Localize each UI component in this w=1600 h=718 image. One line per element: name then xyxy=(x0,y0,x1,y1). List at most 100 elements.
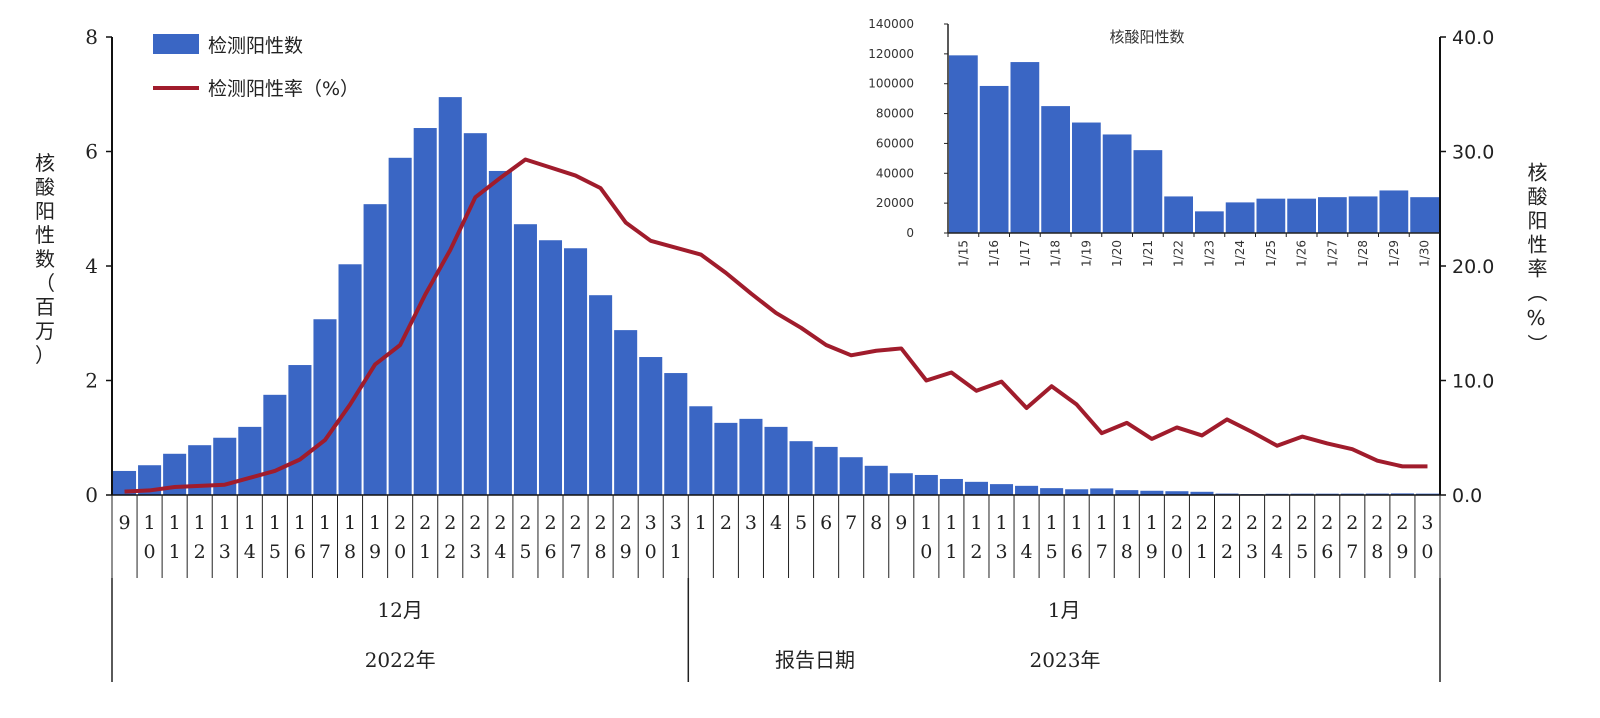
bar xyxy=(614,330,638,495)
main-line xyxy=(124,157,1428,494)
y2-tick-label: 0.0 xyxy=(1452,485,1482,507)
bar xyxy=(989,484,1014,495)
month-label: 1月 xyxy=(1048,598,1081,622)
inset-x-tick-label: 1/30 xyxy=(1418,240,1432,267)
x-tick-label: 6 xyxy=(820,512,832,534)
inset-bar xyxy=(1041,106,1070,233)
bar xyxy=(1390,493,1414,495)
bar xyxy=(914,474,938,495)
inset-bar xyxy=(949,55,978,233)
y2-tick-label: 10.0 xyxy=(1452,371,1494,393)
bar xyxy=(964,481,988,495)
y2-tick-label: 20.0 xyxy=(1452,256,1494,278)
bar xyxy=(789,441,813,495)
bar xyxy=(864,465,888,495)
inset-x-tick-label: 1/27 xyxy=(1325,240,1339,267)
bar xyxy=(1065,489,1089,495)
inset-chart: 0 20000 40000 60000 80000 100000 120000 140000 1… xyxy=(868,17,1440,267)
x-tick-label: 7 xyxy=(845,512,857,534)
bar xyxy=(238,426,262,495)
inset-y-tick-label: 20000 xyxy=(876,196,914,210)
bar xyxy=(438,97,462,496)
legend-bar-swatch xyxy=(153,34,199,54)
inset-y-tick-label: 120000 xyxy=(868,47,914,61)
year-label: 2023年 xyxy=(1030,648,1101,672)
inset-x-tick-label: 1/25 xyxy=(1264,240,1278,267)
bar xyxy=(1115,490,1139,495)
inset-bar xyxy=(1225,202,1255,233)
bar xyxy=(188,445,212,495)
inset-x-tick-label: 1/17 xyxy=(1018,240,1032,267)
inset-x-tick-label: 1/26 xyxy=(1295,240,1309,267)
inset-title: 核酸阳性数 xyxy=(1109,28,1184,46)
legend-bar-label: 检测阳性数 xyxy=(208,35,303,57)
bar xyxy=(764,426,788,495)
bar xyxy=(413,128,437,495)
x-tick-label: 3 xyxy=(745,512,757,534)
inset-bar xyxy=(1102,134,1132,233)
bar xyxy=(388,157,412,496)
x-axis-title: 报告日期 xyxy=(775,648,855,672)
bar xyxy=(589,295,613,495)
inset-x-tick-label: 1/15 xyxy=(956,240,970,267)
inset-x-tick-label: 1/21 xyxy=(1141,240,1155,267)
bar xyxy=(1090,488,1114,495)
x-tick-label: 1 xyxy=(695,512,707,534)
x-tick-label: 5 xyxy=(795,512,807,534)
inset-x-tick-label: 1/19 xyxy=(1079,240,1093,267)
y-tick-label: 8 xyxy=(85,25,98,49)
bar xyxy=(1190,491,1214,495)
inset-y-tick-label: 40000 xyxy=(876,166,914,180)
inset-bar xyxy=(1133,150,1163,233)
inset-bar xyxy=(1287,198,1316,233)
legend: 检测阳性数 检测阳性率（%） xyxy=(153,34,359,100)
x-tick-label: 2 xyxy=(720,512,732,534)
bar xyxy=(363,204,387,496)
bar xyxy=(714,422,738,495)
legend-line-label: 检测阳性率（%） xyxy=(208,78,359,100)
inset-bar xyxy=(1348,196,1378,233)
bar xyxy=(513,224,537,495)
inset-y-tick-label: 60000 xyxy=(876,136,914,150)
bar xyxy=(338,264,362,495)
inset-bar xyxy=(1072,122,1101,233)
inset-x-tick-label: 1/23 xyxy=(1202,240,1216,267)
bar xyxy=(739,418,763,495)
month-label: 12月 xyxy=(377,598,422,622)
bar xyxy=(1015,485,1039,495)
x-tick-label: 4 xyxy=(770,512,782,534)
inset-x-tick-label: 1/29 xyxy=(1387,240,1401,267)
inset-bar xyxy=(1410,197,1439,233)
bar xyxy=(564,248,588,495)
inset-y-tick-label: 0 xyxy=(906,226,914,240)
inset-x-tick-label: 1/24 xyxy=(1233,240,1247,267)
inset-x-tick-label: 1/20 xyxy=(1110,240,1124,267)
inset-y-tick-label: 80000 xyxy=(876,107,914,121)
bar xyxy=(538,240,563,495)
